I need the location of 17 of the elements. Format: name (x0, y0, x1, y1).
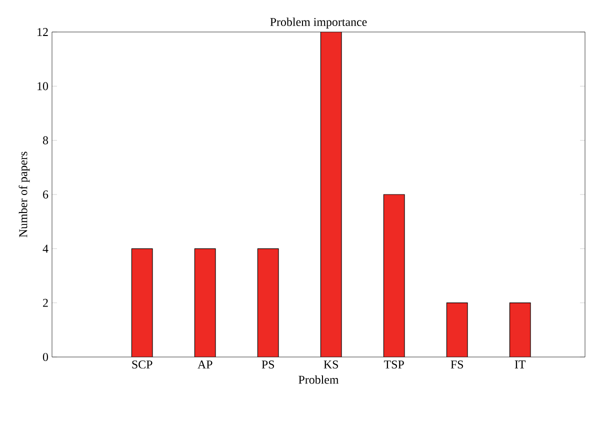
y-axis-title: Number of papers (18, 152, 30, 238)
y-tick-label: 0 (42, 352, 48, 362)
x-tick-label: FS (450, 360, 464, 369)
x-tick-label: AP (198, 360, 212, 368)
x-tick-label: KS (324, 360, 338, 369)
y-tick-label: 8 (42, 136, 48, 144)
y-tick-label: 6 (43, 190, 48, 199)
y-tick-label: 4 (42, 244, 48, 253)
y-tick-label: 2 (43, 298, 48, 307)
chart-title: Problem importance (270, 18, 367, 28)
x-tick-label: TSP (384, 360, 404, 369)
x-tick-label: PS (262, 360, 274, 369)
x-tick-label: SCP (132, 360, 152, 369)
y-tick-label: 10 (38, 82, 48, 90)
y-tick-label: 12 (38, 28, 48, 36)
x-tick-label: IT (514, 360, 526, 368)
x-axis-title: Problem (298, 375, 339, 384)
